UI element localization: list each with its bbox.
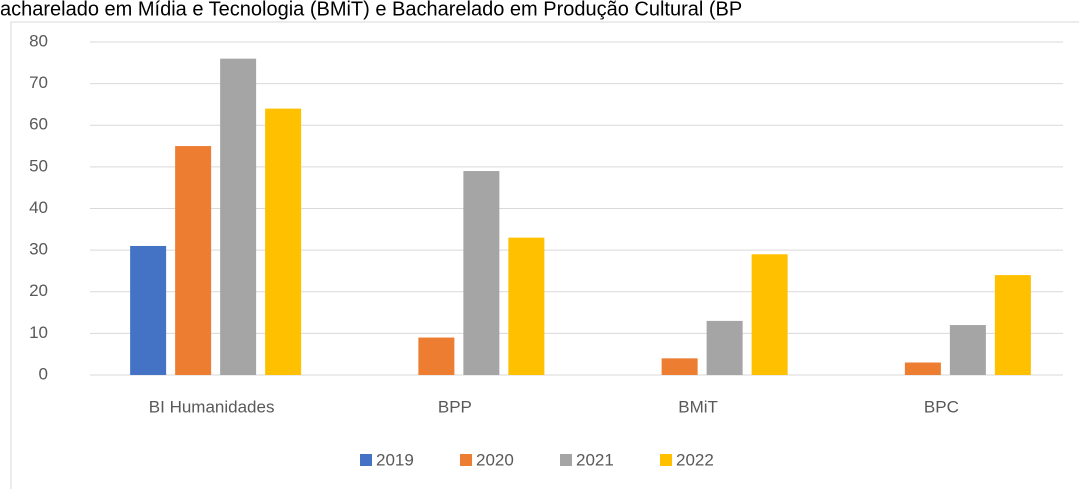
bar xyxy=(508,237,545,375)
bar xyxy=(904,362,941,375)
bar xyxy=(463,171,500,375)
bar xyxy=(661,358,698,375)
bar xyxy=(751,254,788,375)
chart-frame xyxy=(10,21,1079,489)
x-tick-label: BI Humanidades xyxy=(149,397,275,416)
legend-swatch xyxy=(360,454,372,466)
bar xyxy=(949,325,986,375)
legend-label: 2019 xyxy=(376,450,414,469)
x-tick-label: BMiT xyxy=(678,397,718,416)
y-tick-label: 10 xyxy=(29,323,48,342)
bar xyxy=(130,245,167,375)
bar xyxy=(418,337,455,375)
y-tick-label: 70 xyxy=(29,73,48,92)
legend-label: 2022 xyxy=(676,450,714,469)
bar xyxy=(265,108,302,375)
x-tick-label: BPC xyxy=(924,397,959,416)
bar xyxy=(994,275,1031,375)
y-tick-label: 60 xyxy=(29,115,48,134)
legend-label: 2020 xyxy=(476,450,514,469)
bar xyxy=(706,320,743,375)
legend-swatch xyxy=(660,454,672,466)
y-tick-label: 30 xyxy=(29,240,48,259)
legend-swatch xyxy=(460,454,472,466)
x-tick-label: BPP xyxy=(438,397,472,416)
chart-title: acharelado em Mídia e Tecnologia (BMiT) … xyxy=(0,0,742,20)
y-tick-label: 50 xyxy=(29,156,48,175)
legend-label: 2021 xyxy=(576,450,614,469)
y-tick-label: 80 xyxy=(29,31,48,50)
bar xyxy=(220,58,257,376)
bar xyxy=(175,146,212,375)
legend-swatch xyxy=(560,454,572,466)
y-tick-label: 40 xyxy=(29,198,48,217)
y-tick-label: 20 xyxy=(29,281,48,300)
y-tick-label: 0 xyxy=(39,364,48,383)
